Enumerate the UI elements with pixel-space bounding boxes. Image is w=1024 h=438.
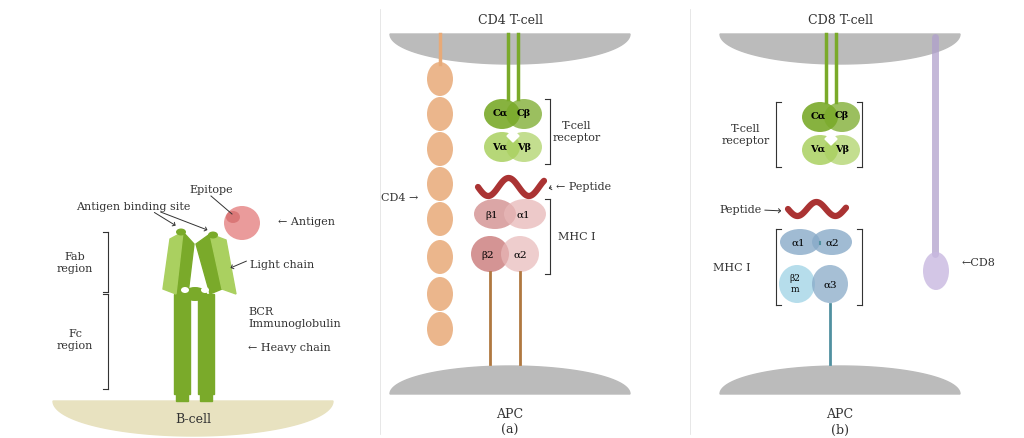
Text: Fc
region: Fc region: [56, 328, 93, 350]
Polygon shape: [507, 131, 519, 143]
Bar: [198, 294, 214, 394]
Ellipse shape: [201, 287, 209, 293]
Text: MHC I: MHC I: [558, 231, 596, 241]
Text: CD8 T-cell: CD8 T-cell: [808, 14, 872, 26]
Text: (a): (a): [502, 423, 519, 435]
Text: CD4 →: CD4 →: [381, 193, 418, 202]
Text: T-cell
receptor: T-cell receptor: [722, 124, 770, 145]
Text: β2: β2: [481, 250, 495, 259]
Ellipse shape: [471, 237, 509, 272]
Bar: [174, 294, 190, 394]
Text: α1: α1: [516, 210, 529, 219]
Ellipse shape: [802, 103, 838, 133]
Polygon shape: [390, 35, 630, 65]
Ellipse shape: [427, 277, 453, 311]
Ellipse shape: [427, 202, 453, 237]
Text: Cα: Cα: [493, 108, 508, 117]
Ellipse shape: [504, 200, 546, 230]
Text: Vα: Vα: [493, 142, 508, 151]
Ellipse shape: [226, 212, 240, 223]
Ellipse shape: [427, 63, 453, 97]
Ellipse shape: [427, 312, 453, 346]
Text: ← Peptide: ← Peptide: [556, 182, 611, 191]
Ellipse shape: [506, 133, 542, 162]
Text: β1: β1: [485, 210, 499, 219]
Bar: [200, 389, 212, 401]
Ellipse shape: [208, 232, 218, 239]
Text: Peptide: Peptide: [720, 205, 762, 215]
Polygon shape: [210, 234, 236, 294]
Ellipse shape: [802, 136, 838, 166]
Text: B-cell: B-cell: [175, 413, 211, 426]
Polygon shape: [390, 366, 630, 394]
Ellipse shape: [181, 287, 189, 293]
Ellipse shape: [427, 133, 453, 166]
Text: BCR
Immunoglobulin: BCR Immunoglobulin: [248, 307, 341, 328]
Text: MHC I: MHC I: [714, 262, 751, 272]
Ellipse shape: [923, 252, 949, 290]
Ellipse shape: [474, 200, 516, 230]
Text: Light chain: Light chain: [250, 259, 314, 269]
Ellipse shape: [812, 265, 848, 303]
Ellipse shape: [780, 230, 820, 255]
Bar: [176, 389, 188, 401]
Text: Vβ: Vβ: [517, 142, 531, 151]
Ellipse shape: [824, 103, 860, 133]
Text: APC: APC: [826, 408, 854, 420]
Text: Cβ: Cβ: [517, 108, 531, 117]
Text: ← Heavy chain: ← Heavy chain: [248, 342, 331, 352]
Text: α1: α1: [792, 238, 805, 247]
Text: ←CD8: ←CD8: [962, 258, 996, 267]
Text: Vα: Vα: [810, 144, 825, 153]
Polygon shape: [176, 233, 194, 294]
Text: Cα: Cα: [810, 111, 825, 120]
Polygon shape: [720, 366, 961, 394]
Polygon shape: [163, 233, 183, 294]
Text: Antigen binding site: Antigen binding site: [76, 201, 190, 212]
Text: T-cell
receptor: T-cell receptor: [553, 121, 601, 142]
Ellipse shape: [501, 237, 539, 272]
Polygon shape: [720, 35, 961, 65]
Text: (b): (b): [831, 423, 849, 435]
Text: ← Antigen: ← Antigen: [278, 216, 335, 226]
Text: Fab
region: Fab region: [56, 251, 93, 273]
Ellipse shape: [779, 265, 815, 303]
Text: β2
m: β2 m: [790, 274, 801, 293]
Ellipse shape: [812, 230, 852, 255]
Ellipse shape: [427, 98, 453, 132]
Ellipse shape: [484, 133, 520, 162]
Text: CD4 T-cell: CD4 T-cell: [477, 14, 543, 26]
Ellipse shape: [824, 136, 860, 166]
Ellipse shape: [427, 168, 453, 201]
Polygon shape: [53, 401, 333, 436]
Ellipse shape: [484, 100, 520, 130]
Text: α3: α3: [823, 280, 837, 289]
Polygon shape: [825, 134, 837, 146]
Text: α2: α2: [513, 250, 526, 259]
Ellipse shape: [176, 229, 186, 236]
Text: Epitope: Epitope: [189, 184, 232, 194]
Text: Cβ: Cβ: [835, 111, 849, 120]
Text: APC: APC: [497, 408, 523, 420]
Text: α2: α2: [825, 238, 839, 247]
Ellipse shape: [183, 287, 207, 301]
Polygon shape: [196, 234, 222, 294]
Ellipse shape: [427, 240, 453, 274]
Ellipse shape: [224, 207, 260, 240]
Text: Vβ: Vβ: [835, 144, 849, 153]
Ellipse shape: [506, 100, 542, 130]
